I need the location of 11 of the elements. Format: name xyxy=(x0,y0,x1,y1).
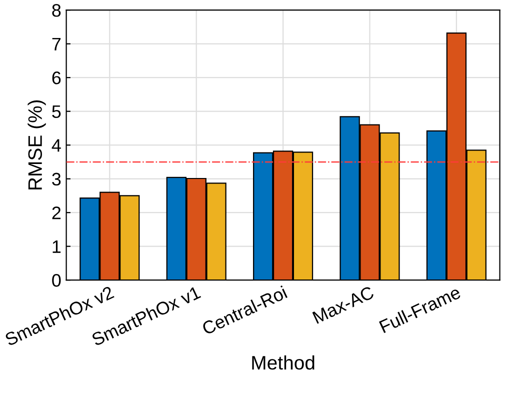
y-axis-title: RMSE (%) xyxy=(28,100,46,190)
y-tick-label: 1 xyxy=(52,240,61,253)
y-tick-label: 7 xyxy=(52,38,61,50)
y-tick-label: 4 xyxy=(52,139,61,152)
x-axis-title: Method xyxy=(252,355,314,370)
y-tick-label: 2 xyxy=(52,206,61,220)
y-tick-label: 3 xyxy=(52,172,61,186)
y-tick-label: 5 xyxy=(52,105,61,118)
y-tick-label: 0 xyxy=(52,274,61,287)
y-tick-label: 6 xyxy=(52,72,61,84)
y-tick-label: 8 xyxy=(52,4,61,17)
